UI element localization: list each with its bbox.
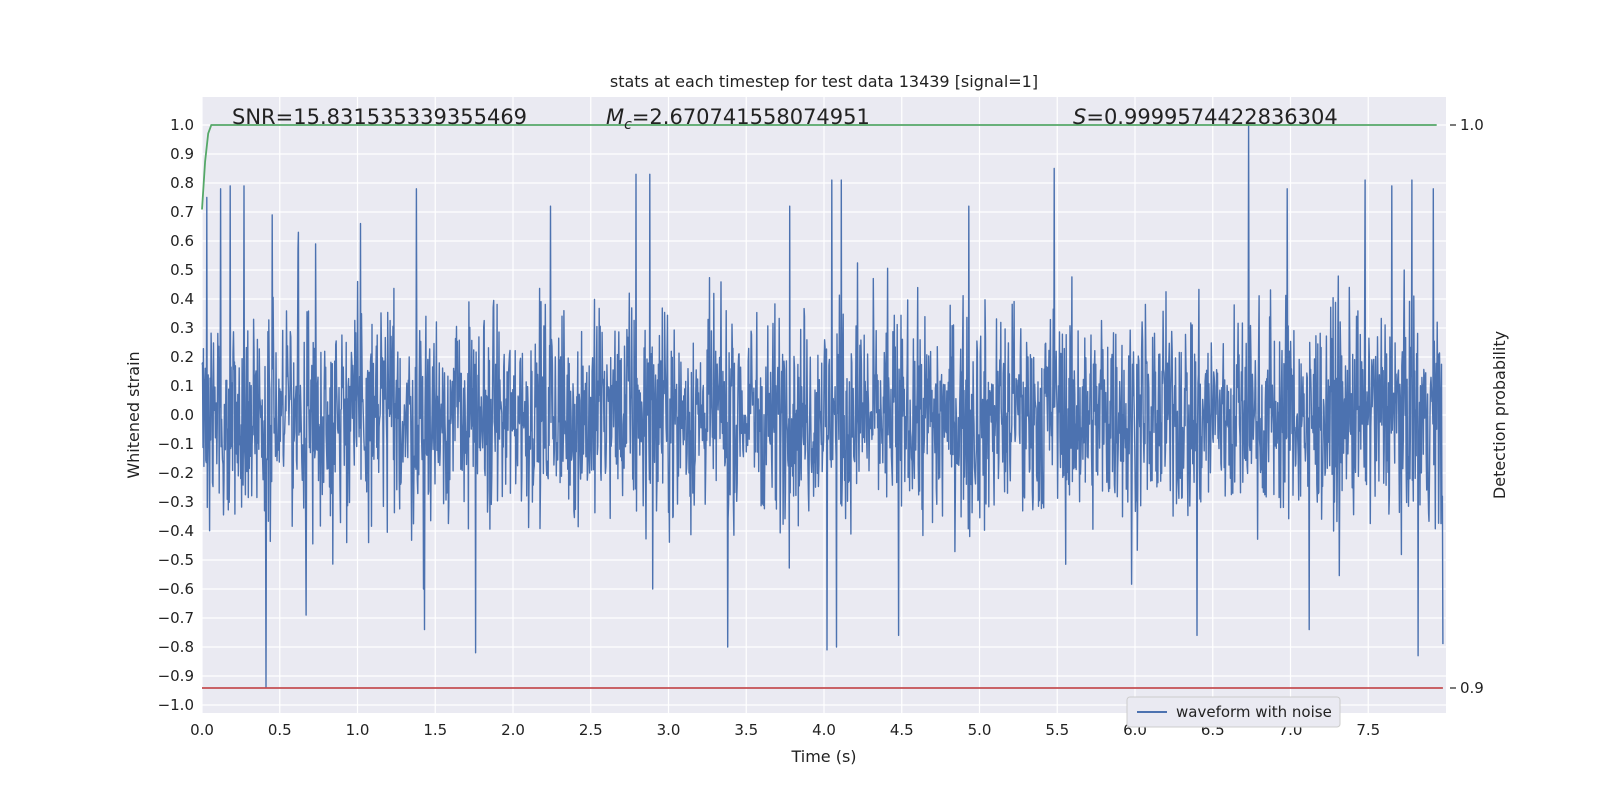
x-tick-label: 5.5 (1045, 721, 1069, 739)
y-axis-label: Whitened strain (124, 351, 143, 478)
chart-title: stats at each timestep for test data 134… (610, 72, 1038, 91)
chirp-mass-symbol: M (606, 105, 624, 129)
x-tick-label: 5.0 (968, 721, 992, 739)
x-tick-label: 1.5 (423, 721, 447, 739)
chirp-mass-subscript: c (624, 117, 632, 133)
y-tick-label: 0.8 (170, 174, 194, 192)
waveform-line (201, 124, 1444, 689)
y-tick-label: 0.4 (170, 290, 194, 308)
y-tick-label: −0.5 (158, 551, 194, 569)
x-tick-label: 3.0 (657, 721, 681, 739)
y-tick-label: 0.2 (170, 348, 194, 366)
detection-statistic-symbol: S (1073, 105, 1086, 129)
x-tick-label: 1.0 (346, 721, 370, 739)
y2-tick-label: 0.9 (1460, 679, 1484, 697)
y-tick-label: 0.0 (170, 406, 194, 424)
y-tick-label: 0.3 (170, 319, 194, 337)
chirp-mass-annotation: Mc=2.670741558074951 (606, 105, 870, 133)
y-tick-label: 0.1 (170, 377, 194, 395)
y-tick-label: 0.6 (170, 232, 194, 250)
y-tick-label: −1.0 (158, 696, 194, 714)
x-tick-label: 4.0 (812, 721, 836, 739)
y-tick-label: −0.9 (158, 667, 194, 685)
y-tick-label: −0.6 (158, 580, 194, 598)
detection-statistic-annotation: S=0.9999574422836304 (1073, 105, 1338, 129)
y-tick-label: −0.8 (158, 638, 194, 656)
y-tick-label: −0.2 (158, 464, 194, 482)
y-tick-label: 0.9 (170, 145, 194, 163)
detection-probability-line (201, 124, 1437, 210)
legend-label-waveform: waveform with noise (1176, 703, 1332, 721)
detection-statistic-value: =0.9999574422836304 (1086, 105, 1337, 129)
x-tick-label: 4.5 (890, 721, 914, 739)
x-tick-label: 7.5 (1356, 721, 1380, 739)
axis-ticks: 0.0 0.5 1.0 1.5 2.0 2.5 3.0 3.5 4.0 4.5 5.0 5.5 6.0 6… (158, 116, 1484, 739)
y2-tick-label: 1.0 (1460, 116, 1484, 134)
snr-annotation: SNR=15.831535339355469 (232, 105, 527, 129)
x-tick-label: 0.0 (190, 721, 214, 739)
y-tick-label: −0.3 (158, 493, 194, 511)
chirp-mass-value: =2.670741558074951 (632, 105, 870, 129)
y-tick-label: −0.4 (158, 522, 194, 540)
y2-axis-label: Detection probability (1490, 331, 1509, 499)
legend: waveform with noise (1126, 696, 1341, 728)
y-tick-label: 0.7 (170, 203, 194, 221)
x-tick-label: 2.0 (501, 721, 525, 739)
y-tick-label: 1.0 (170, 116, 194, 134)
legend-box (1126, 696, 1341, 728)
y-tick-label: −0.1 (158, 435, 194, 453)
waveform-series (201, 124, 1444, 689)
x-tick-label: 2.5 (579, 721, 603, 739)
probability-series (201, 124, 1443, 689)
x-tick-label: 0.5 (268, 721, 292, 739)
x-axis-label: Time (s) (790, 747, 856, 766)
x-tick-label: 3.5 (734, 721, 758, 739)
y-tick-label: 0.5 (170, 261, 194, 279)
y-tick-label: −0.7 (158, 609, 194, 627)
